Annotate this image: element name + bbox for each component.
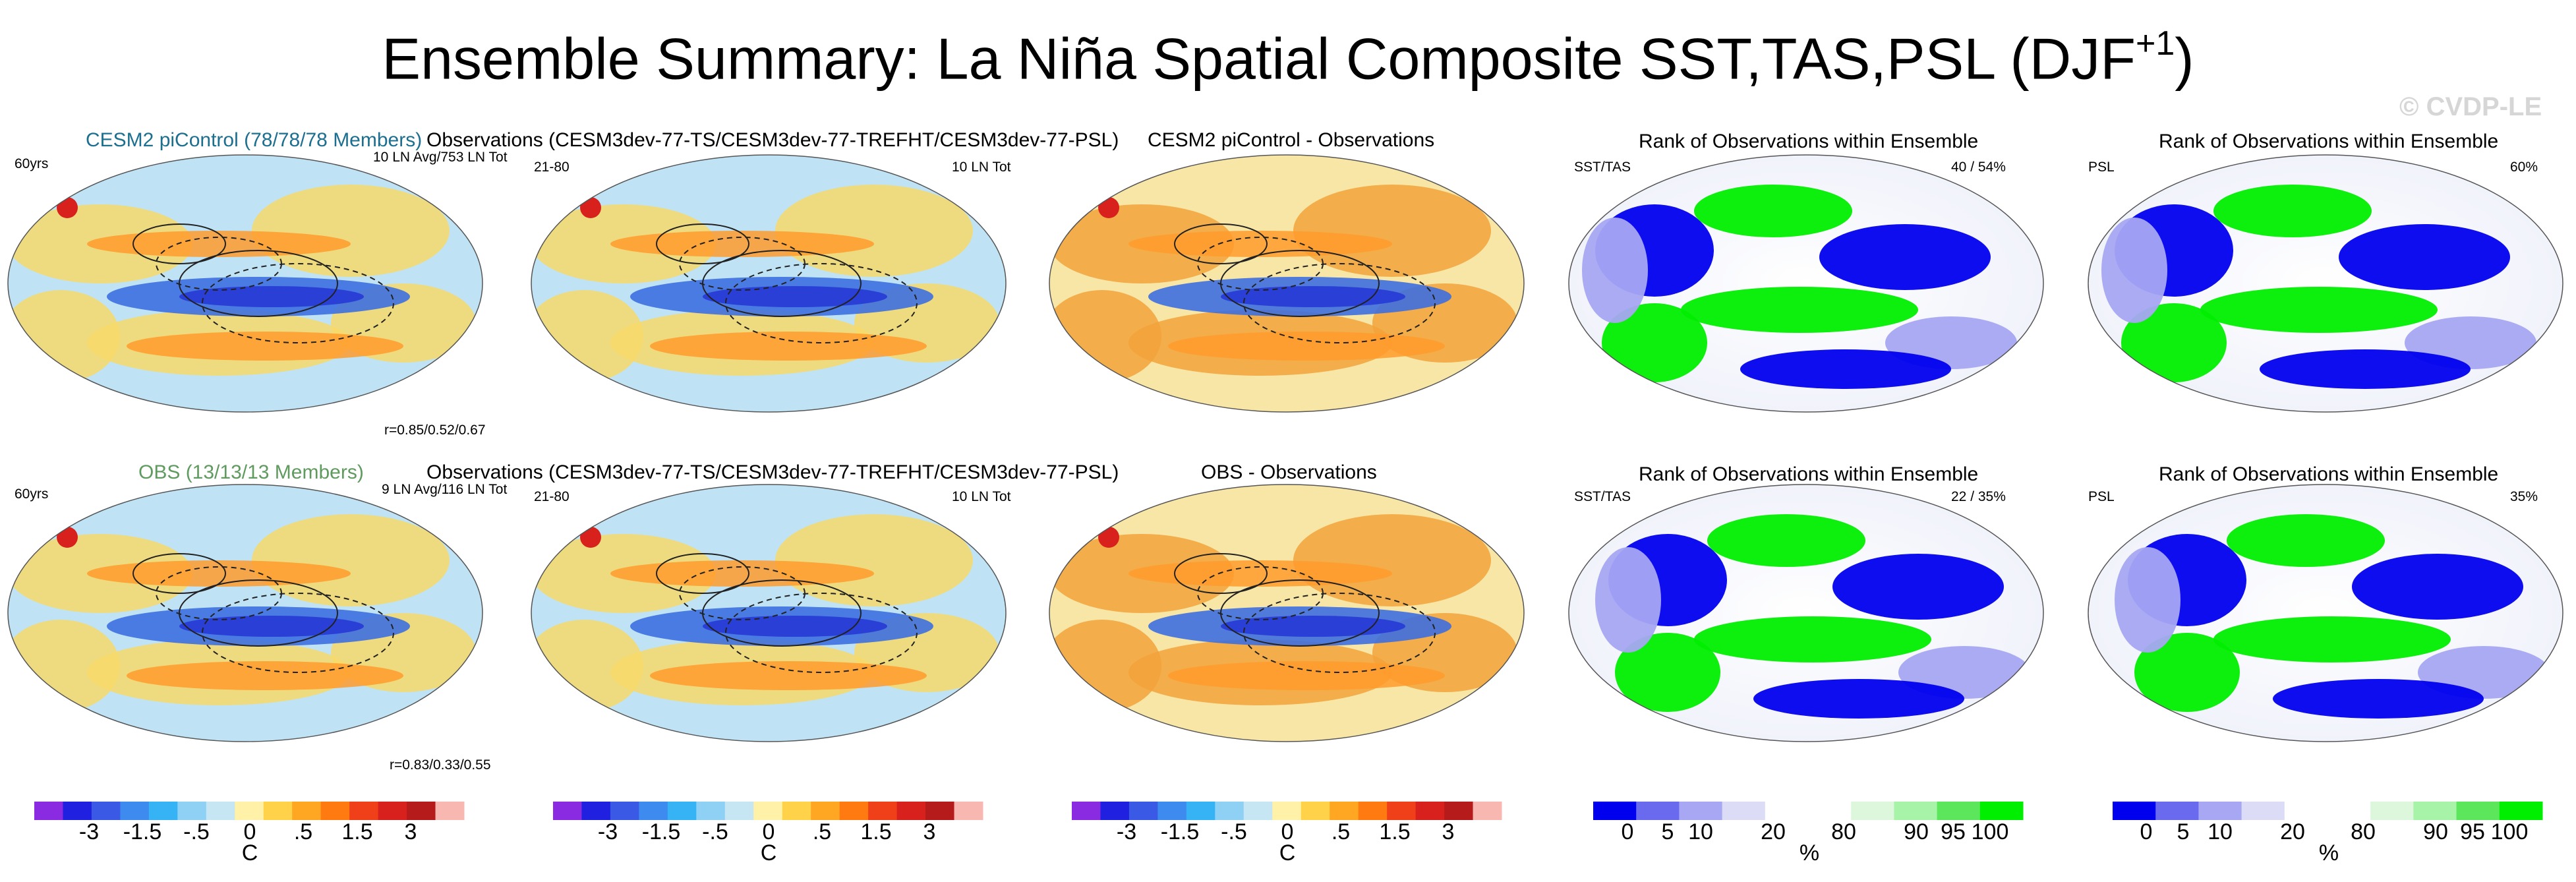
row2-rank-psl-label: PSL [2088, 489, 2115, 504]
cbar4-tick: 80 [1831, 819, 1856, 844]
row1-obs-title: Observations (CESM3dev-77-TS/CESM3dev-77… [426, 129, 1119, 151]
map-row2-rank-psl [2088, 484, 2563, 742]
cbar3-tick: 1.5 [1379, 819, 1411, 844]
row1-diff-title: CESM2 piControl - Observations [1148, 129, 1435, 151]
row1-rank-psl-label: PSL [2088, 160, 2115, 175]
row2-rank-sst-value: 22 / 35% [1951, 489, 2006, 504]
colorbar-anomaly-2 [553, 802, 983, 820]
cbar3-tick: -3 [1116, 819, 1137, 844]
cbar4-tick: 10 [1688, 819, 1713, 844]
row1-rank-psl-value: 60% [2510, 160, 2538, 175]
cbar4-tick: 0 [1621, 819, 1634, 844]
row1-correlation: r=0.85/0.52/0.67 [384, 423, 486, 438]
cbar5-tick: 10 [2208, 819, 2233, 844]
map-row1-rank-sst [1568, 154, 2044, 413]
cbar3-unit: C [1279, 840, 1296, 866]
cbar2-tick: 1.5 [860, 819, 892, 844]
row1-rank-sst-label: SST/TAS [1574, 160, 1631, 175]
page-title: Ensemble Summary: La Niña Spatial Compos… [382, 24, 2194, 92]
colorbar-anomaly-3 [1072, 802, 1502, 820]
cbar5-tick: 0 [2140, 819, 2153, 844]
cbar4-tick: 100 [1971, 819, 2009, 844]
row2-rank-sst-title: Rank of Observations within Ensemble [1639, 463, 1979, 485]
map-row1-rank-psl [2088, 154, 2563, 413]
cbar2-tick: 3 [923, 819, 936, 844]
row2-diff-title: OBS - Observations [1201, 461, 1377, 483]
row1-model-title: CESM2 piControl (78/78/78 Members) [86, 129, 423, 151]
cbar5-unit: % [2318, 840, 2339, 866]
colorbar-rank-2 [2113, 802, 2543, 820]
watermark-text: © CVDP-LE [2399, 92, 2542, 121]
row2-model-stats: 9 LN Avg/116 LN Tot [382, 482, 508, 497]
cbar5-tick: 5 [2177, 819, 2190, 844]
row2-model-title: OBS (13/13/13 Members) [138, 461, 364, 483]
cbar4-tick: 95 [1941, 819, 1966, 844]
cbar1-tick: 0 [243, 819, 256, 844]
cbar3-tick: 3 [1442, 819, 1455, 844]
map-row2-rank-sst [1568, 484, 2044, 742]
title-superscript: +1 [2135, 24, 2175, 63]
cbar1-tick: 1.5 [341, 819, 373, 844]
map-row2-obs [531, 484, 1007, 742]
cbar5-tick: 100 [2490, 819, 2529, 844]
row2-rank-sst-label: SST/TAS [1574, 489, 1631, 504]
cbar2-tick: .5 [812, 819, 832, 844]
cbar3-tick: 0 [1281, 819, 1294, 844]
row2-correlation: r=0.83/0.33/0.55 [390, 757, 491, 773]
cbar3-tick: -.5 [1221, 819, 1247, 844]
cbar4-unit: % [1799, 840, 1820, 866]
row2-years: 60yrs [15, 486, 49, 502]
map-row1-model [7, 154, 483, 413]
map-row2-diff [1049, 484, 1525, 742]
row1-rank-sst-value: 40 / 54% [1951, 160, 2006, 175]
row1-obs-stats: 10 LN Tot [952, 160, 1011, 175]
row1-years: 60yrs [15, 156, 49, 171]
cbar3-tick: .5 [1331, 819, 1351, 844]
cbar1-tick: -.5 [183, 819, 210, 844]
cbar2-tick: -1.5 [641, 819, 681, 844]
cbar2-tick: 0 [762, 819, 775, 844]
cbar5-tick: 20 [2280, 819, 2305, 844]
row1-rank-psl-title: Rank of Observations within Ensemble [2159, 131, 2499, 152]
cbar2-unit: C [760, 840, 777, 866]
colorbar-anomaly-1 [34, 802, 465, 820]
map-row1-diff [1049, 154, 1525, 413]
cbar5-tick: 90 [2423, 819, 2448, 844]
cbar1-tick: .5 [293, 819, 313, 844]
cbar2-tick: -.5 [702, 819, 728, 844]
row2-obs-stats: 10 LN Tot [952, 489, 1011, 504]
row2-obs-title: Observations (CESM3dev-77-TS/CESM3dev-77… [426, 461, 1119, 483]
cbar1-tick: 3 [404, 819, 417, 844]
row1-model-stats: 10 LN Avg/753 LN Tot [373, 150, 508, 165]
cbar2-tick: -3 [597, 819, 618, 844]
cbar4-tick: 90 [1904, 819, 1929, 844]
cbar1-unit: C [241, 840, 258, 866]
row2-rank-psl-value: 35% [2510, 489, 2538, 504]
cbar5-tick: 80 [2351, 819, 2376, 844]
cbar1-tick: -1.5 [123, 819, 162, 844]
colorbar-rank-1 [1593, 802, 2024, 820]
row1-rank-sst-title: Rank of Observations within Ensemble [1639, 131, 1979, 152]
row2-obs-years: 21-80 [534, 489, 570, 504]
cbar4-tick: 20 [1761, 819, 1786, 844]
row2-rank-psl-title: Rank of Observations within Ensemble [2159, 463, 2499, 485]
cbar5-tick: 95 [2460, 819, 2485, 844]
row1-obs-years: 21-80 [534, 160, 570, 175]
map-row1-obs [531, 154, 1007, 413]
cbar1-tick: -3 [78, 819, 100, 844]
cbar4-tick: 5 [1661, 819, 1674, 844]
cbar3-tick: -1.5 [1160, 819, 1200, 844]
map-row2-model [7, 484, 483, 742]
